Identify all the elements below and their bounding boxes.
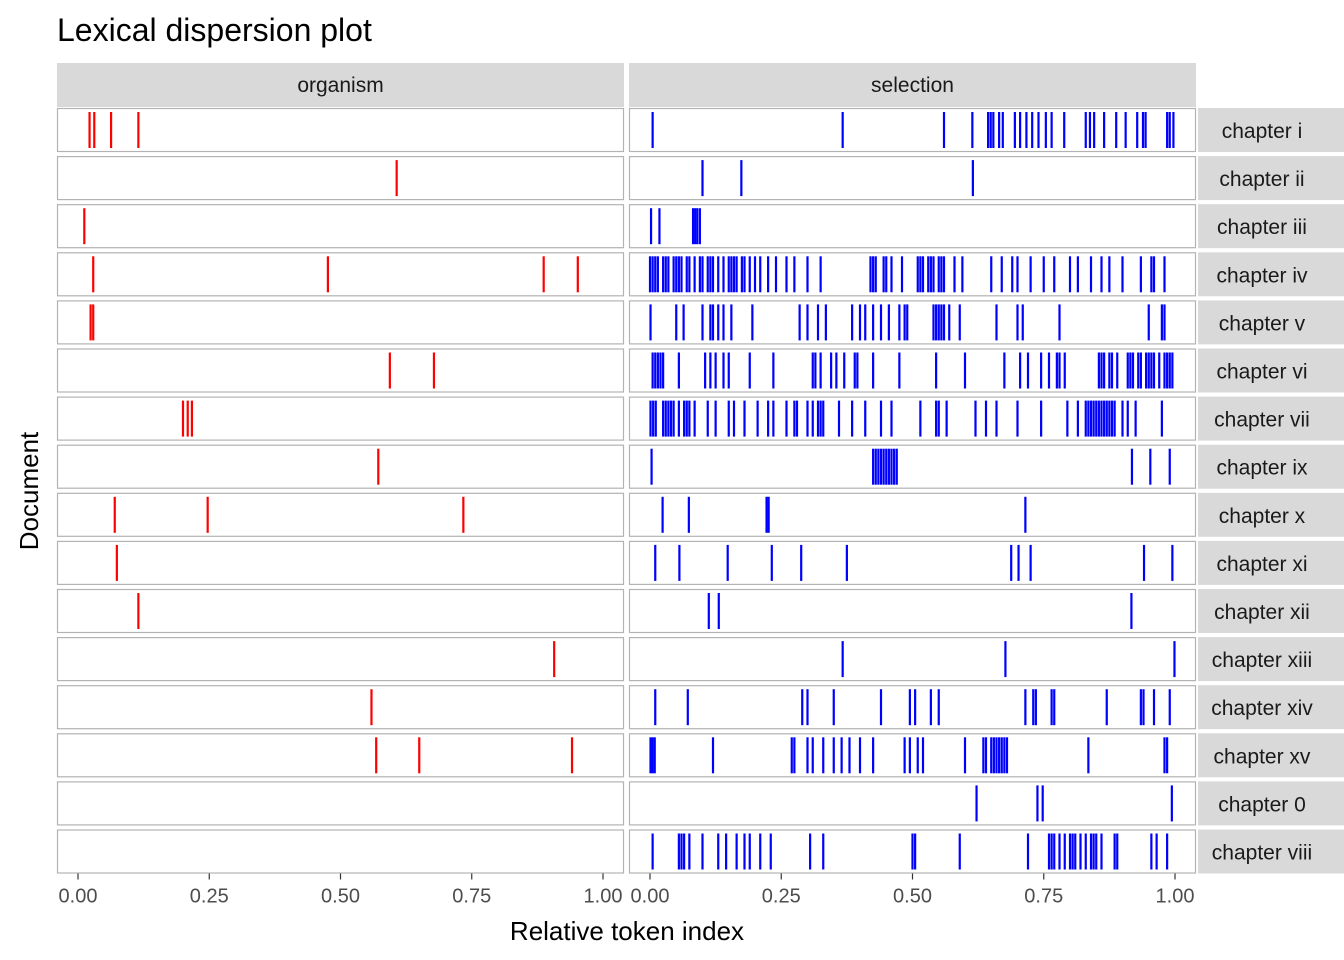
panel-selection	[628, 348, 1197, 393]
row-strip	[1198, 492, 1344, 537]
row-label: chapter x	[1219, 505, 1306, 528]
panel-organism	[56, 636, 625, 682]
row-strip	[1198, 685, 1344, 730]
row-strip	[1198, 829, 1344, 874]
panel-organism	[56, 107, 625, 153]
row-strip	[1198, 300, 1344, 345]
x-tick-label: 0.50	[321, 886, 360, 908]
row-strip	[1198, 252, 1344, 297]
row-label: chapter xi	[1216, 553, 1307, 576]
panel-organism	[56, 396, 625, 441]
panel-selection	[628, 444, 1197, 489]
x-tick-label: 0.00	[59, 886, 98, 908]
x-tick-label: 0.75	[1024, 886, 1063, 908]
row-label: chapter ix	[1216, 457, 1308, 480]
panels	[56, 107, 1197, 874]
panel-organism	[56, 156, 625, 201]
row-label: chapter iv	[1216, 264, 1308, 287]
row-strip	[1198, 348, 1344, 393]
row-label: chapter vi	[1216, 361, 1307, 384]
x-tick-label: 0.00	[631, 886, 670, 908]
row-label: chapter xiv	[1211, 697, 1313, 720]
x-axis-title: Relative token index	[510, 916, 744, 946]
panel-selection	[628, 733, 1197, 778]
panel-selection	[628, 156, 1197, 201]
row-strip	[1198, 637, 1344, 682]
facet-strips: organism selection	[57, 63, 1196, 107]
panel-selection	[628, 300, 1197, 345]
row-strip	[1198, 781, 1344, 826]
panel-selection	[628, 204, 1197, 249]
panel-selection	[628, 396, 1197, 441]
panel-organism	[56, 829, 625, 874]
chart-title: Lexical dispersion plot	[57, 12, 372, 48]
panel-selection	[628, 252, 1197, 297]
row-label: chapter xii	[1214, 601, 1310, 624]
panel-organism	[56, 492, 625, 537]
x-axes: 0.00 0.25 0.50 0.75 1.00 0.00 0.25 0.50 0.75 1.00	[59, 873, 1195, 908]
panel-selection	[628, 781, 1197, 826]
row-strip	[1198, 540, 1344, 585]
row-label: chapter v	[1219, 312, 1306, 335]
panel-organism	[56, 685, 625, 730]
row-label: chapter xiii	[1212, 649, 1312, 672]
row-strip	[1198, 108, 1344, 152]
panel-organism	[56, 733, 625, 778]
panel-organism	[56, 204, 625, 249]
facet-strip-organism	[57, 63, 624, 107]
facet-label-organism: organism	[297, 74, 383, 97]
row-label: chapter iii	[1217, 216, 1307, 239]
panel-selection	[628, 492, 1197, 537]
panel-selection	[628, 685, 1197, 730]
panel-organism	[56, 252, 625, 297]
row-strip	[1198, 204, 1344, 249]
row-label: chapter vii	[1214, 409, 1310, 432]
panel-organism	[56, 588, 625, 634]
row-label: chapter ii	[1219, 168, 1304, 191]
row-label: chapter viii	[1212, 842, 1312, 865]
facet-strip-selection	[629, 63, 1196, 107]
row-strip	[1198, 444, 1344, 489]
panel-organism	[56, 444, 625, 489]
x-tick-label: 0.25	[762, 886, 801, 908]
row-strip	[1198, 589, 1344, 633]
row-label: chapter xv	[1214, 745, 1311, 768]
document-strips: chapter i chapter ii chapter iii chapter iv…	[1198, 108, 1344, 874]
dispersion-marks	[83, 112, 1176, 870]
panel-selection	[628, 107, 1197, 153]
panel-organism	[56, 348, 625, 393]
panel-selection	[628, 636, 1197, 682]
x-tick-label: 0.50	[893, 886, 932, 908]
row-strip	[1198, 733, 1344, 778]
row-label: chapter 0	[1218, 793, 1306, 816]
panel-selection	[628, 540, 1197, 586]
y-axis-title: Document	[14, 431, 44, 550]
facet-label-selection: selection	[871, 74, 954, 97]
panel-selection	[628, 588, 1197, 634]
panel-organism	[56, 300, 625, 345]
panel-organism	[56, 540, 625, 586]
row-strip	[1198, 396, 1344, 441]
row-label: chapter i	[1222, 120, 1303, 143]
x-tick-label: 1.00	[1156, 886, 1195, 908]
x-tick-label: 1.00	[584, 886, 623, 908]
row-strip	[1198, 156, 1344, 201]
x-tick-label: 0.25	[190, 886, 229, 908]
x-tick-label: 0.75	[452, 886, 491, 908]
panel-organism	[56, 781, 625, 826]
